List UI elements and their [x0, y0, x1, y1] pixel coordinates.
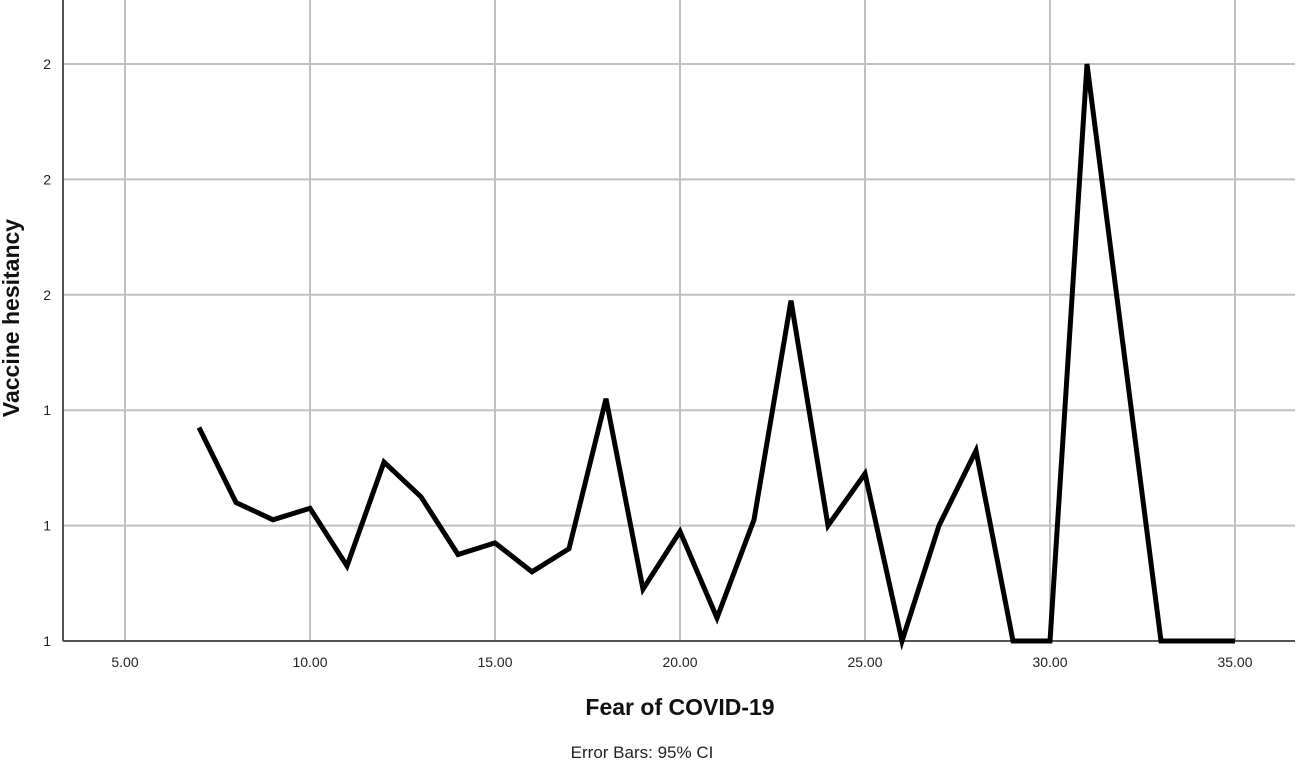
x-tick-label: 35.00 — [1217, 654, 1252, 670]
x-tick-label: 5.00 — [111, 654, 138, 670]
y-tick-label: 2 — [43, 171, 51, 187]
x-tick-label: 30.00 — [1032, 654, 1067, 670]
y-axis-title: Vaccine hesitancy — [0, 219, 24, 417]
y-tick-label: 1 — [43, 402, 51, 418]
x-tick-labels: 5.00 10.00 15.00 20.00 25.00 30.00 35.00 — [111, 654, 1252, 670]
x-tick-label: 25.00 — [847, 654, 882, 670]
x-tick-label: 20.00 — [662, 654, 697, 670]
y-tick-label: 2 — [43, 56, 51, 72]
y-tick-label: 2 — [43, 287, 51, 303]
error-bars-footnote: Error Bars: 95% CI — [571, 743, 714, 762]
data-series-line — [196, 63, 1235, 651]
x-axis-title: Fear of COVID-19 — [585, 694, 774, 720]
x-tick-label: 10.00 — [292, 654, 327, 670]
y-tick-label: 1 — [43, 633, 51, 649]
y-tick-labels: 1 1 1 2 2 2 — [43, 56, 51, 649]
y-tick-label: 1 — [43, 518, 51, 534]
x-tick-label: 15.00 — [477, 654, 512, 670]
